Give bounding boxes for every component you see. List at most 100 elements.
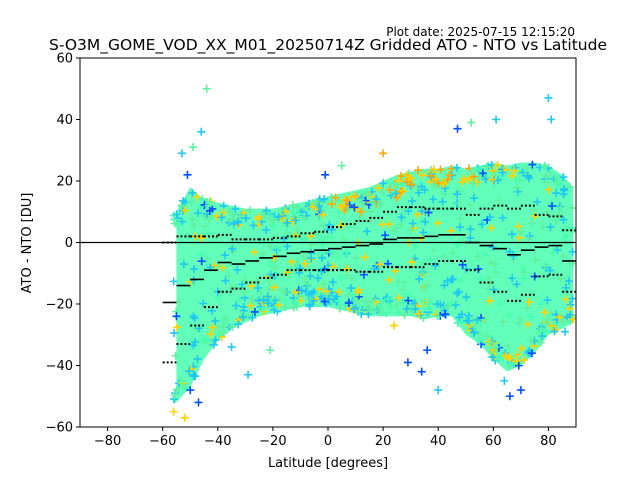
x-tick-label: 0 [324,434,332,449]
x-axis-label: Latitude [degrees] [268,456,388,471]
scatter-point [406,292,415,301]
scatter-point [546,266,555,275]
scatter-point [515,233,524,242]
scatter-point [354,285,363,294]
scatter-point [347,284,356,293]
scatter-point [240,288,249,297]
scatter-point [470,322,479,331]
scatter-point [550,327,559,336]
scatter-point [246,301,255,310]
scatter-point [456,214,465,223]
scatter-point [436,300,445,309]
scatter-point [218,263,227,272]
scatter-point [204,215,213,224]
scatter-point [188,215,197,224]
scatter-point [355,307,364,316]
scatter-point [300,259,309,268]
scatter-point [560,234,569,243]
scatter-point [319,240,328,249]
scatter-point [408,258,417,267]
scatter-point [224,271,233,280]
scatter-point [203,254,212,263]
scatter-point [513,187,522,196]
scatter-point [519,274,528,283]
scatter-point [406,181,415,190]
scatter-point [274,212,283,221]
scatter-point [368,198,377,207]
scatter-point [352,296,361,305]
scatter-point [376,260,385,269]
scatter-point [475,173,484,182]
scatter-point [425,299,434,308]
scatter-point [530,336,539,345]
scatter-point [211,335,220,344]
scatter-point [512,357,521,366]
scatter-point [426,171,435,180]
scatter-point [190,221,199,230]
scatter-point [498,213,507,222]
scatter-point [256,289,265,298]
scatter-point [361,196,370,205]
scatter-point [313,274,322,283]
scatter-point [568,247,576,256]
scatter-point [509,251,518,260]
scatter-point [360,189,369,198]
scatter-point [259,295,268,304]
scatter-point [327,233,336,242]
scatter-point [485,296,494,305]
scatter-point [452,289,461,298]
scatter-point [438,197,447,206]
scatter-point [433,312,442,321]
scatter-point [170,391,179,400]
scatter-point [411,305,420,314]
scatter-point [295,209,304,218]
scatter-point [270,263,279,272]
scatter-point [523,320,532,329]
scatter-point [512,280,521,289]
scatter-point [198,336,207,345]
scatter-point [254,214,263,223]
scatter-point [358,198,367,207]
scatter-point [171,351,180,360]
scatter-point [350,203,359,212]
scatter-point [414,309,423,318]
scatter-point [483,331,492,340]
scatter-point [490,260,499,269]
scatter-point [270,222,279,231]
outlier-point [227,343,236,352]
scatter-point [173,323,182,332]
scatter-point [553,245,562,254]
scatter-point [392,300,401,309]
scatter-point [362,227,371,236]
scatter-point [205,197,214,206]
outlier-point [492,115,501,124]
x-tick-label: −80 [94,434,121,449]
scatter-point [504,352,513,361]
scatter-point [404,296,413,305]
scatter-point [462,293,471,302]
scatter-point [341,300,350,309]
scatter-point [448,275,457,284]
scatter-point [219,322,228,331]
scatter-point [512,183,521,192]
scatter-point [528,160,537,169]
scatter-point [403,177,412,186]
scatter-point [187,197,196,206]
scatter-point [491,343,500,352]
scatter-point [208,323,217,332]
scatter-point [498,168,507,177]
scatter-point [389,226,398,235]
scatter-point [391,266,400,275]
scatter-point [523,171,532,180]
scatter-point [568,223,576,232]
scatter-point [391,189,400,198]
scatter-point [493,161,502,170]
x-tick-label: −40 [204,434,231,449]
scatter-point [446,226,455,235]
scatter-point [413,166,422,175]
scatter-point [429,180,438,189]
scatter-point [551,325,560,334]
scatter-point [319,280,328,289]
scatter-point [337,221,346,230]
scatter-point [178,196,187,205]
